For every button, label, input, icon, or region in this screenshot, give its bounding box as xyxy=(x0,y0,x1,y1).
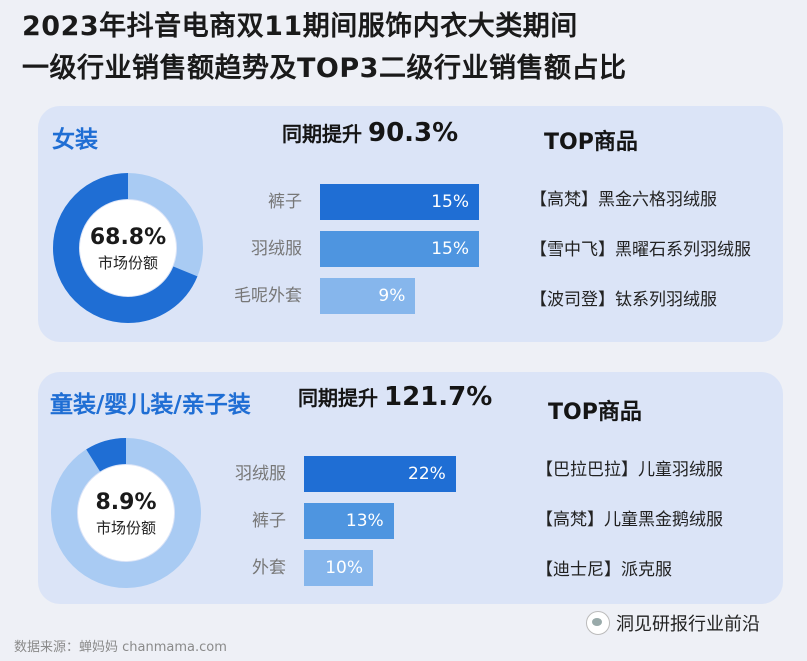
bar: 13% xyxy=(304,503,394,539)
bar-value-label: 9% xyxy=(378,286,406,306)
growth-kids: 同期提升 121.7% xyxy=(298,382,492,412)
donut-center xyxy=(78,465,174,561)
bar-category-label: 毛呢外套 xyxy=(234,286,302,306)
bar: 10% xyxy=(304,550,373,586)
bar-category-label: 外套 xyxy=(252,558,286,578)
chart-title: 2023年抖音电商双11期间服饰内衣大类期间 一级行业销售额趋势及TOP3二级行… xyxy=(22,6,792,90)
bar: 15% xyxy=(320,231,479,267)
title-line-1: 2023年抖音电商双11期间服饰内衣大类期间 xyxy=(22,11,578,42)
top-product-item: 【巴拉巴拉】儿童羽绒服 xyxy=(536,460,723,480)
donut-label-womens: 68.8% 市场份额 xyxy=(68,224,188,274)
title-line-2: 一级行业销售额趋势及TOP3二级行业销售额占比 xyxy=(22,53,627,84)
bar-value-label: 22% xyxy=(408,464,446,484)
top-product-item: 【波司登】钛系列羽绒服 xyxy=(530,290,717,310)
growth-value: 121.7% xyxy=(384,382,493,412)
donut-center xyxy=(80,200,176,296)
growth-label: 同期提升 xyxy=(282,122,362,146)
top-products-title-womens: TOP商品 xyxy=(544,130,638,155)
donut-label-kids: 8.9% 市场份额 xyxy=(66,489,186,539)
bar: 15% xyxy=(320,184,479,220)
donut-share-segment xyxy=(53,173,203,323)
bar-value-label: 15% xyxy=(431,239,469,259)
wechat-icon xyxy=(586,611,610,635)
donut-chart-womens xyxy=(53,173,203,323)
data-source: 数据来源：蝉妈妈 chanmama.com xyxy=(14,640,227,655)
bar-category-label: 裤子 xyxy=(252,511,286,531)
bar-category-label: 裤子 xyxy=(268,192,302,212)
bar-category-label: 羽绒服 xyxy=(251,239,302,259)
growth-label: 同期提升 xyxy=(298,386,378,410)
watermark: 洞见研报行业前沿 xyxy=(586,610,760,636)
market-share-value: 8.9% xyxy=(95,490,157,515)
watermark-text: 洞见研报行业前沿 xyxy=(616,614,760,635)
top-product-item: 【迪士尼】派克服 xyxy=(536,560,672,580)
market-share-label: 市场份额 xyxy=(97,254,158,272)
growth-value: 90.3% xyxy=(368,118,459,148)
bar-value-label: 15% xyxy=(431,192,469,212)
top-products-title-kids: TOP商品 xyxy=(548,400,642,425)
market-share-label: 市场份额 xyxy=(95,519,156,537)
donut-share-segment xyxy=(51,438,201,588)
bar: 9% xyxy=(320,278,416,314)
top-product-item: 【高梵】黑金六格羽绒服 xyxy=(530,190,717,210)
top-product-item: 【雪中飞】黑曜石系列羽绒服 xyxy=(530,240,751,260)
category-name-kids: 童装/婴儿装/亲子装 xyxy=(50,392,251,418)
bar-value-label: 10% xyxy=(325,558,363,578)
bar-value-label: 13% xyxy=(345,511,384,531)
bar: 22% xyxy=(304,456,456,492)
market-share-value: 68.8% xyxy=(89,225,167,250)
bar-category-label: 羽绒服 xyxy=(235,464,286,484)
donut-chart-kids xyxy=(51,438,201,588)
category-name-womens: 女装 xyxy=(52,127,98,153)
growth-womens: 同期提升 90.3% xyxy=(282,118,458,148)
top-product-item: 【高梵】儿童黑金鹅绒服 xyxy=(536,510,723,530)
